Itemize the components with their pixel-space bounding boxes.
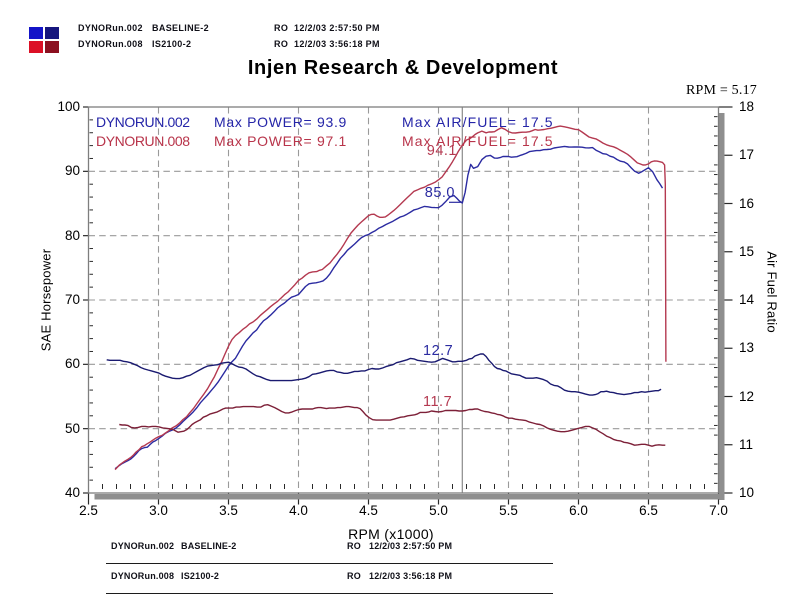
y-left-tick-label: 80 bbox=[64, 227, 80, 243]
y-left-tick-label: 50 bbox=[64, 420, 80, 436]
chart-title: Injen Research & Development bbox=[247, 57, 559, 79]
header-run1-config: BASELINE-2 bbox=[152, 23, 210, 33]
x-tick-label: 6.0 bbox=[569, 503, 588, 518]
x-tick-label: 2.5 bbox=[79, 503, 98, 518]
header-run1-ro: RO bbox=[274, 23, 289, 33]
x-tick-label: 3.5 bbox=[219, 503, 238, 518]
footer-run2-ro: RO bbox=[347, 571, 361, 581]
legend-run2-max-power: Max POWER= 97.1 bbox=[214, 132, 348, 149]
legend-run2-name: DYNORUN.008 bbox=[96, 132, 190, 149]
cursor-value-af-002: 12.7 bbox=[423, 343, 454, 359]
x-axis-title: RPM (x1000) bbox=[348, 526, 434, 542]
y-right-tick-label: 15 bbox=[739, 243, 755, 259]
y-left-tick-label: 90 bbox=[64, 163, 80, 179]
y-right-tick-label: 14 bbox=[739, 292, 755, 307]
x-tick-label: 7.0 bbox=[709, 503, 728, 518]
swatch-run1-secondary bbox=[45, 27, 59, 39]
header-run-row: DYNORun.002 BASELINE-2 RO 12/2/03 2:57:5… bbox=[0, 23, 800, 34]
frame-shadow-bottom bbox=[94, 494, 725, 500]
y-right-tick-label: 17 bbox=[739, 147, 755, 163]
footer-run2-name: DYNORun.008 bbox=[111, 571, 175, 581]
footer-run1-name: DYNORun.002 bbox=[111, 541, 175, 551]
header-run2-datetime: 12/2/03 3:56:18 PM bbox=[294, 39, 380, 49]
footer-run-row: DYNORun.008 IS2100-2 RO 12/2/03 3:56:18 … bbox=[0, 571, 800, 581]
footer-run1-config: BASELINE-2 bbox=[181, 541, 237, 551]
footer-run2-config: IS2100-2 bbox=[181, 571, 220, 581]
footer-divider-line bbox=[106, 562, 553, 564]
legend-run1-max-airfuel: Max AIR/FUEL= 17.5 bbox=[402, 113, 554, 130]
footer-run-row: DYNORun.002 BASELINE-2 RO 12/2/03 2:57:5… bbox=[0, 541, 800, 551]
legend-run2-max-airfuel: Max AIR/FUEL= 17.5 bbox=[402, 132, 554, 149]
footer-divider-line bbox=[106, 592, 553, 594]
footer-run2-datetime: 12/2/03 3:56:18 PM bbox=[369, 571, 453, 581]
curve-af-008 bbox=[119, 404, 666, 447]
y-right-tick-label: 12 bbox=[739, 388, 755, 404]
x-tick-label: 4.5 bbox=[359, 503, 378, 518]
y-right-tick-label: 16 bbox=[739, 195, 755, 211]
header-run1-name: DYNORun.002 bbox=[78, 23, 143, 33]
y-left-tick-label: 70 bbox=[64, 292, 80, 307]
y-left-tick-label: 100 bbox=[57, 99, 80, 114]
frame-shadow-right bbox=[719, 113, 725, 500]
header-run2-name: DYNORun.008 bbox=[78, 39, 143, 49]
y-right-tick-label: 10 bbox=[739, 485, 755, 500]
swatch-run2-primary bbox=[29, 41, 43, 53]
y-left-tick-label: 60 bbox=[64, 356, 80, 372]
x-tick-label: 3.0 bbox=[149, 503, 168, 518]
curve-af-002 bbox=[106, 353, 662, 396]
y-right-tick-label: 11 bbox=[739, 436, 754, 452]
cursor-value-power-002: 85.0 bbox=[424, 185, 455, 201]
swatch-run2-secondary bbox=[45, 41, 59, 53]
x-tick-label: 5.0 bbox=[429, 503, 448, 518]
x-tick-label: 5.5 bbox=[499, 503, 518, 518]
cursor-value-power-008: 94.1 bbox=[426, 143, 457, 159]
footer-run1-ro: RO bbox=[347, 541, 361, 551]
legend-row-run1: DYNORUN.002 Max POWER= 93.9 Max AIR/FUEL… bbox=[0, 113, 800, 130]
header-run2-ro: RO bbox=[274, 39, 289, 49]
y-right-tick-label: 13 bbox=[739, 340, 755, 356]
cursor-rpm-readout: RPM = 5.17 bbox=[686, 83, 757, 98]
curve-power-002 bbox=[114, 145, 664, 470]
x-tick-label: 6.5 bbox=[639, 503, 658, 518]
cursor-value-af-008: 11.7 bbox=[423, 394, 453, 410]
y-left-tick-label: 40 bbox=[64, 485, 80, 500]
legend-row-run2: DYNORUN.008 Max POWER= 97.1 Max AIR/FUEL… bbox=[0, 132, 800, 149]
header-run1-datetime: 12/2/03 2:57:50 PM bbox=[294, 23, 380, 33]
y-right-tick-label: 18 bbox=[739, 99, 755, 114]
plot-frame bbox=[87, 106, 720, 494]
run-color-swatches bbox=[29, 27, 59, 53]
header-run2-config: IS2100-2 bbox=[152, 39, 192, 49]
legend-run1-max-power: Max POWER= 93.9 bbox=[214, 113, 348, 130]
header-run-row: DYNORun.008 IS2100-2 RO 12/2/03 3:56:18 … bbox=[0, 39, 800, 50]
curve-power-008 bbox=[114, 125, 667, 471]
x-tick-label: 4.0 bbox=[289, 503, 308, 518]
footer-run1-datetime: 12/2/03 2:57:50 PM bbox=[369, 541, 453, 551]
legend-run1-name: DYNORUN.002 bbox=[96, 113, 190, 130]
swatch-run1-primary bbox=[29, 27, 43, 39]
